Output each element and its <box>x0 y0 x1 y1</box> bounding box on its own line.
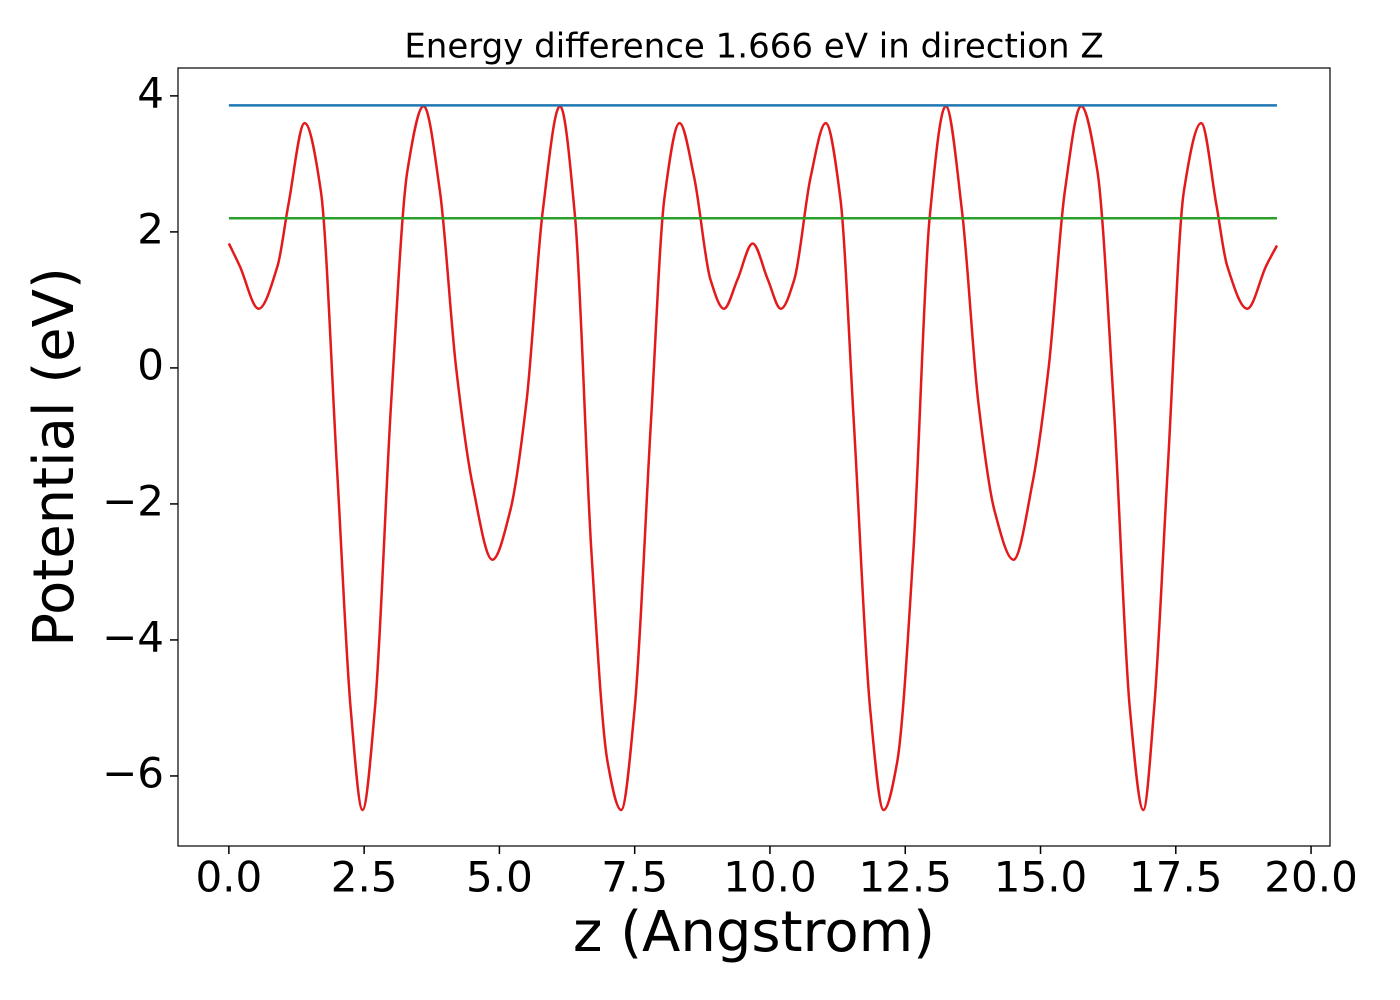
y-tick-label: 4 <box>137 68 164 117</box>
x-tick-label: 17.5 <box>1129 853 1223 902</box>
y-tick-label: −4 <box>102 612 164 661</box>
y-tick-label: −6 <box>102 748 164 797</box>
x-axis-label: z (Angstrom) <box>573 900 935 965</box>
plot-frame <box>177 67 1331 847</box>
x-tick-label: 0.0 <box>195 853 262 902</box>
x-tick-label: 20.0 <box>1264 853 1358 902</box>
y-axis-label: Potential (eV) <box>22 267 87 647</box>
x-tick-label: 15.0 <box>994 853 1088 902</box>
y-tick-label: −2 <box>102 476 164 525</box>
chart-title: Energy difference 1.666 eV in direction … <box>404 27 1103 67</box>
x-tick-label: 10.0 <box>723 853 817 902</box>
x-tick-label: 7.5 <box>601 853 668 902</box>
data-line <box>227 104 1279 812</box>
x-tick-label: 12.5 <box>858 853 952 902</box>
x-tick-label: 5.0 <box>466 853 533 902</box>
y-tick-label: 0 <box>137 340 164 389</box>
x-tick-label: 2.5 <box>331 853 398 902</box>
y-tick-label: 2 <box>137 204 164 253</box>
